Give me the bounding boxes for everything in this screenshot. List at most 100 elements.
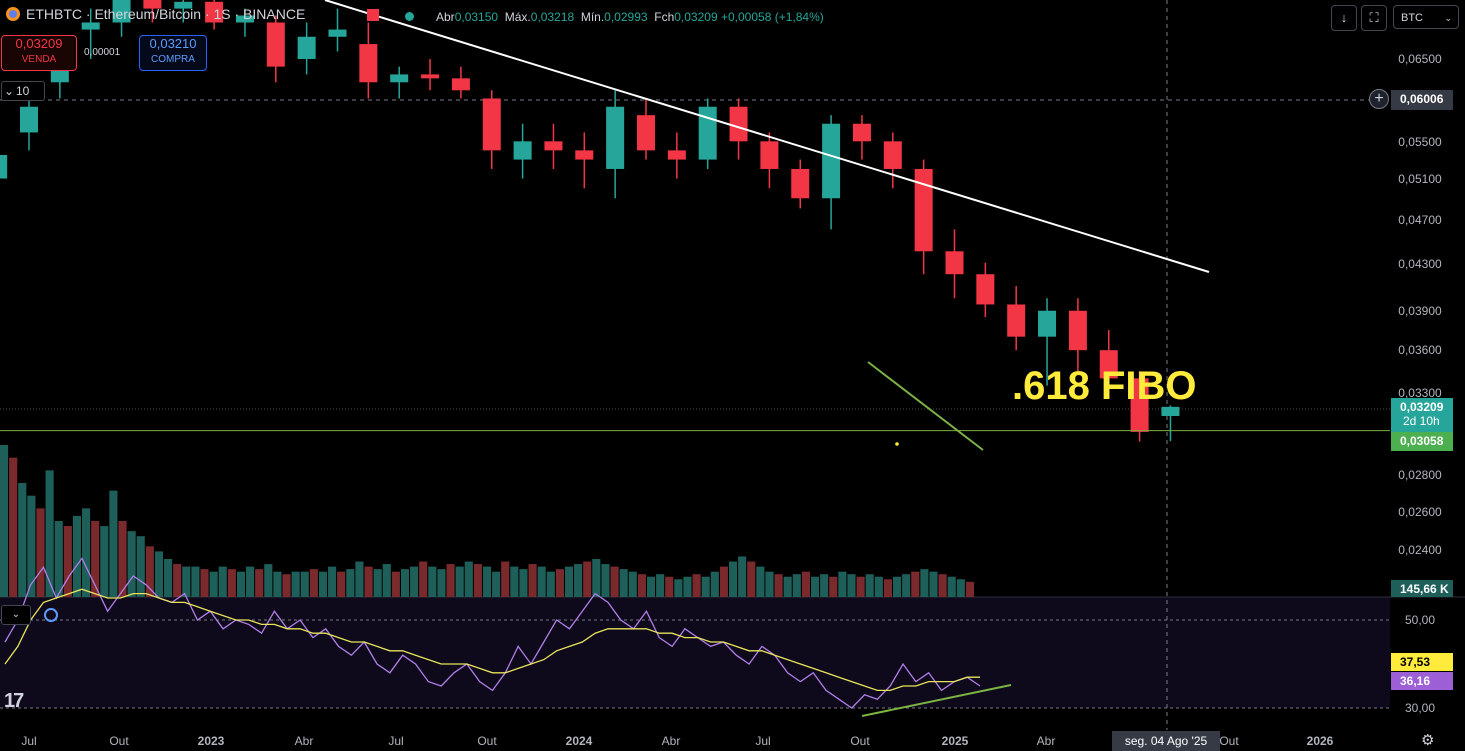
y-tick-label: 0,03300 <box>1398 386 1442 400</box>
rsi-badge: 36,16 <box>1391 672 1453 690</box>
volume-bar <box>382 564 391 597</box>
chevron-down-icon[interactable]: ⌄ <box>3 84 15 98</box>
candle <box>1068 298 1087 372</box>
crosshair-price-badge: 0,06006 <box>1391 90 1453 110</box>
y-tick-label: 0,02800 <box>1398 468 1442 482</box>
rsi-ma-line <box>4 588 980 692</box>
candle <box>1130 371 1149 442</box>
x-tick-label: Abr <box>295 734 314 748</box>
sell-price: 0,03209 <box>15 36 63 51</box>
symbol-title: ETHBTC · Ethereum/Bitcoin · 1S · BINANCE <box>26 6 306 22</box>
volume-bar <box>546 571 555 597</box>
candle <box>513 123 532 179</box>
sell-button[interactable]: 0,03209 VENDA <box>1 35 77 71</box>
flag-icon[interactable] <box>367 9 379 21</box>
volume-bar <box>710 571 719 597</box>
volume-bar <box>373 569 382 597</box>
volume-bar <box>127 531 136 597</box>
volume-bar <box>0 445 9 597</box>
candle <box>359 22 378 99</box>
fullscreen-icon: ⛶ <box>1369 10 1379 25</box>
volume-bar <box>874 576 883 597</box>
volume-badge: 145,66 K <box>1391 580 1453 597</box>
x-tick-label: Abr <box>662 734 681 748</box>
tradingview-logo-icon: 17 <box>4 690 24 712</box>
crosshair-date-badge <box>1112 731 1220 751</box>
volume-bar <box>701 576 710 597</box>
download-button[interactable]: ↓ <box>1331 5 1357 31</box>
y-tick-label: 0,06500 <box>1398 52 1442 66</box>
volume-bar <box>564 566 574 597</box>
download-icon: ↓ <box>1340 10 1348 25</box>
volume-bar <box>82 508 91 597</box>
candle <box>760 132 779 189</box>
candle <box>1099 330 1118 394</box>
ethbtc-coin-icon <box>6 7 20 21</box>
ohlc-close: 0,03209 <box>674 10 718 24</box>
rsi-collapse-button[interactable]: ⌄ <box>1 605 31 625</box>
volume-bar <box>519 569 528 597</box>
volume-bar <box>100 526 109 597</box>
symbol-header[interactable]: ETHBTC · Ethereum/Bitcoin · 1S · BINANCE <box>6 6 305 22</box>
x-tick-label: Abr <box>1037 734 1056 748</box>
volume-bar <box>847 574 856 597</box>
volume-bar <box>400 569 410 597</box>
volume-bar <box>892 576 902 597</box>
y-tick-label: 0,04300 <box>1398 257 1442 271</box>
volume-bar <box>300 571 309 597</box>
x-tick-label: 2024 <box>566 734 593 748</box>
fullscreen-button[interactable]: ⛶ <box>1361 5 1387 31</box>
candle <box>729 98 748 160</box>
volume-bar <box>801 571 810 597</box>
volume-bar <box>492 571 501 597</box>
volume-bar <box>173 564 182 597</box>
fibo-annotation[interactable]: .618 FIBO <box>1012 364 1197 408</box>
ohlc-low: 0,02993 <box>604 10 648 24</box>
ohlc-open: 0,03150 <box>454 10 499 24</box>
volume-bar <box>337 571 346 597</box>
volume-bar <box>282 574 291 597</box>
gear-icon[interactable]: ⚙ <box>1421 732 1435 749</box>
currency-select[interactable]: BTC ⌄ <box>1393 5 1459 29</box>
x-tick-label: 2023 <box>198 734 225 748</box>
volume-bar <box>783 576 792 597</box>
volume-bar <box>692 574 701 597</box>
candle <box>914 159 933 275</box>
candle <box>482 90 501 169</box>
candle <box>976 262 995 318</box>
volume-bar <box>255 569 264 597</box>
volume-bar <box>829 576 838 597</box>
volume-bar <box>391 571 400 597</box>
ohlc-high: 0,03218 <box>530 10 575 24</box>
x-tick-label: Out <box>1219 734 1239 748</box>
volume-bar <box>810 576 820 597</box>
add-alert-icon[interactable]: + <box>1369 89 1389 109</box>
volume-bar <box>929 571 938 597</box>
volume-bar <box>72 515 82 597</box>
sync-icon[interactable] <box>44 608 58 622</box>
volume-bar <box>956 579 965 597</box>
volume-bar <box>473 564 482 597</box>
buy-button[interactable]: 0,03210 COMPRA <box>139 35 207 71</box>
volume-bar <box>656 574 665 597</box>
y-tick-label: 0,02600 <box>1398 505 1442 519</box>
volume-bar <box>209 571 218 597</box>
quantity-input[interactable]: ⌄ 10 <box>1 81 45 101</box>
volume-bar <box>883 579 892 597</box>
volume-bar <box>756 566 765 597</box>
support-price-badge: 0,03058 <box>1391 432 1453 451</box>
ohlc-legend: Abr0,03150 Máx.0,03218 Mín.0,02993 Fch0,… <box>436 10 824 24</box>
y-tick-label: 0,05100 <box>1398 172 1442 186</box>
volume-bar <box>865 574 874 597</box>
volume-bar <box>464 561 473 597</box>
volume-bar <box>619 569 628 597</box>
volume-bar <box>965 581 974 597</box>
volume-bar <box>820 574 829 597</box>
y-tick-label: 0,03900 <box>1398 304 1442 318</box>
ohlc-change: +0,00058 (+1,84%) <box>720 10 824 24</box>
volume-bar <box>765 571 774 597</box>
y-tick-label: 0,03600 <box>1398 343 1442 357</box>
candle <box>235 8 254 37</box>
